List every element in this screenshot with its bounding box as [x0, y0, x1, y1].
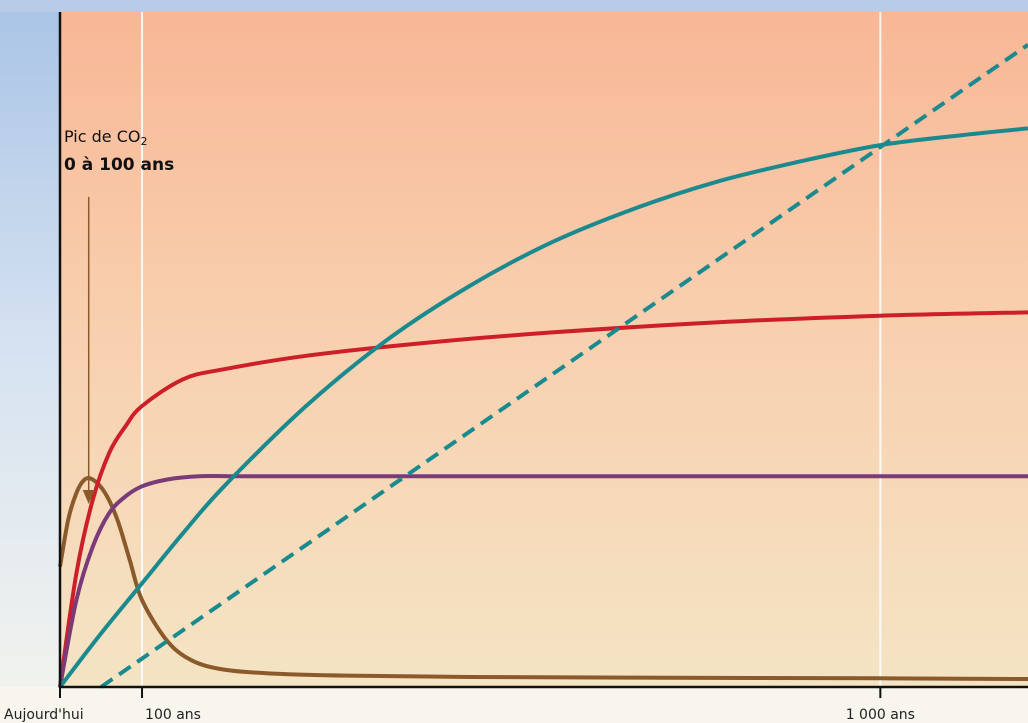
top-background [0, 0, 1028, 12]
plot-background [60, 12, 1028, 687]
series-line-4 [99, 43, 1028, 689]
series-line-3 [58, 126, 1028, 689]
series-line-0 [58, 475, 1028, 681]
x-tick-label-2: 1 000 ans [846, 707, 915, 723]
annotation-arrow-head [82, 490, 95, 504]
annotation-peak-line2: 0 à 100 ans [64, 155, 174, 175]
series-line-2 [58, 474, 1028, 688]
series-line-1 [58, 310, 1028, 688]
bottom-background [0, 687, 1028, 723]
x-tick-label-0: Aujourd'hui [4, 707, 84, 723]
x-tick-label-1: 100 ans [145, 707, 201, 723]
annotation-peak-line1: Pic de CO2 [64, 127, 147, 148]
left-background [0, 0, 60, 723]
